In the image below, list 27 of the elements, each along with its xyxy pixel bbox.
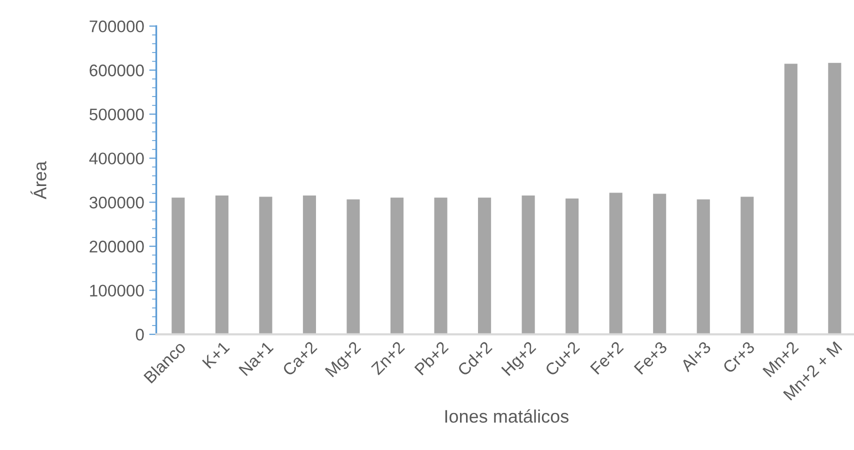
bar (302, 194, 318, 334)
bar (520, 194, 536, 334)
y-tick-label: 300000 (90, 196, 144, 208)
y-axis-title: Área (30, 161, 46, 200)
y-tick-label: 700000 (90, 20, 144, 32)
bar (432, 196, 449, 334)
bar (476, 196, 492, 334)
x-axis-title: Iones matálicos (445, 409, 568, 423)
bar (782, 62, 799, 334)
x-tick-label: K+1 (202, 340, 230, 369)
bar (258, 195, 274, 334)
y-tick-label: 500000 (90, 108, 144, 120)
bar (389, 196, 405, 334)
y-tick-label: 0 (136, 328, 144, 341)
bar (564, 197, 580, 334)
bar (739, 195, 756, 334)
y-tick-label: 600000 (90, 64, 144, 76)
bar (695, 198, 712, 334)
bar (214, 194, 230, 334)
y-tick-label: 200000 (90, 240, 144, 252)
bar (826, 62, 843, 334)
y-tick-label: 400000 (89, 152, 144, 164)
bar (345, 198, 362, 334)
bar (170, 196, 186, 334)
bar (608, 191, 624, 334)
y-tick-label: 100000 (90, 284, 144, 297)
bar (652, 192, 668, 334)
